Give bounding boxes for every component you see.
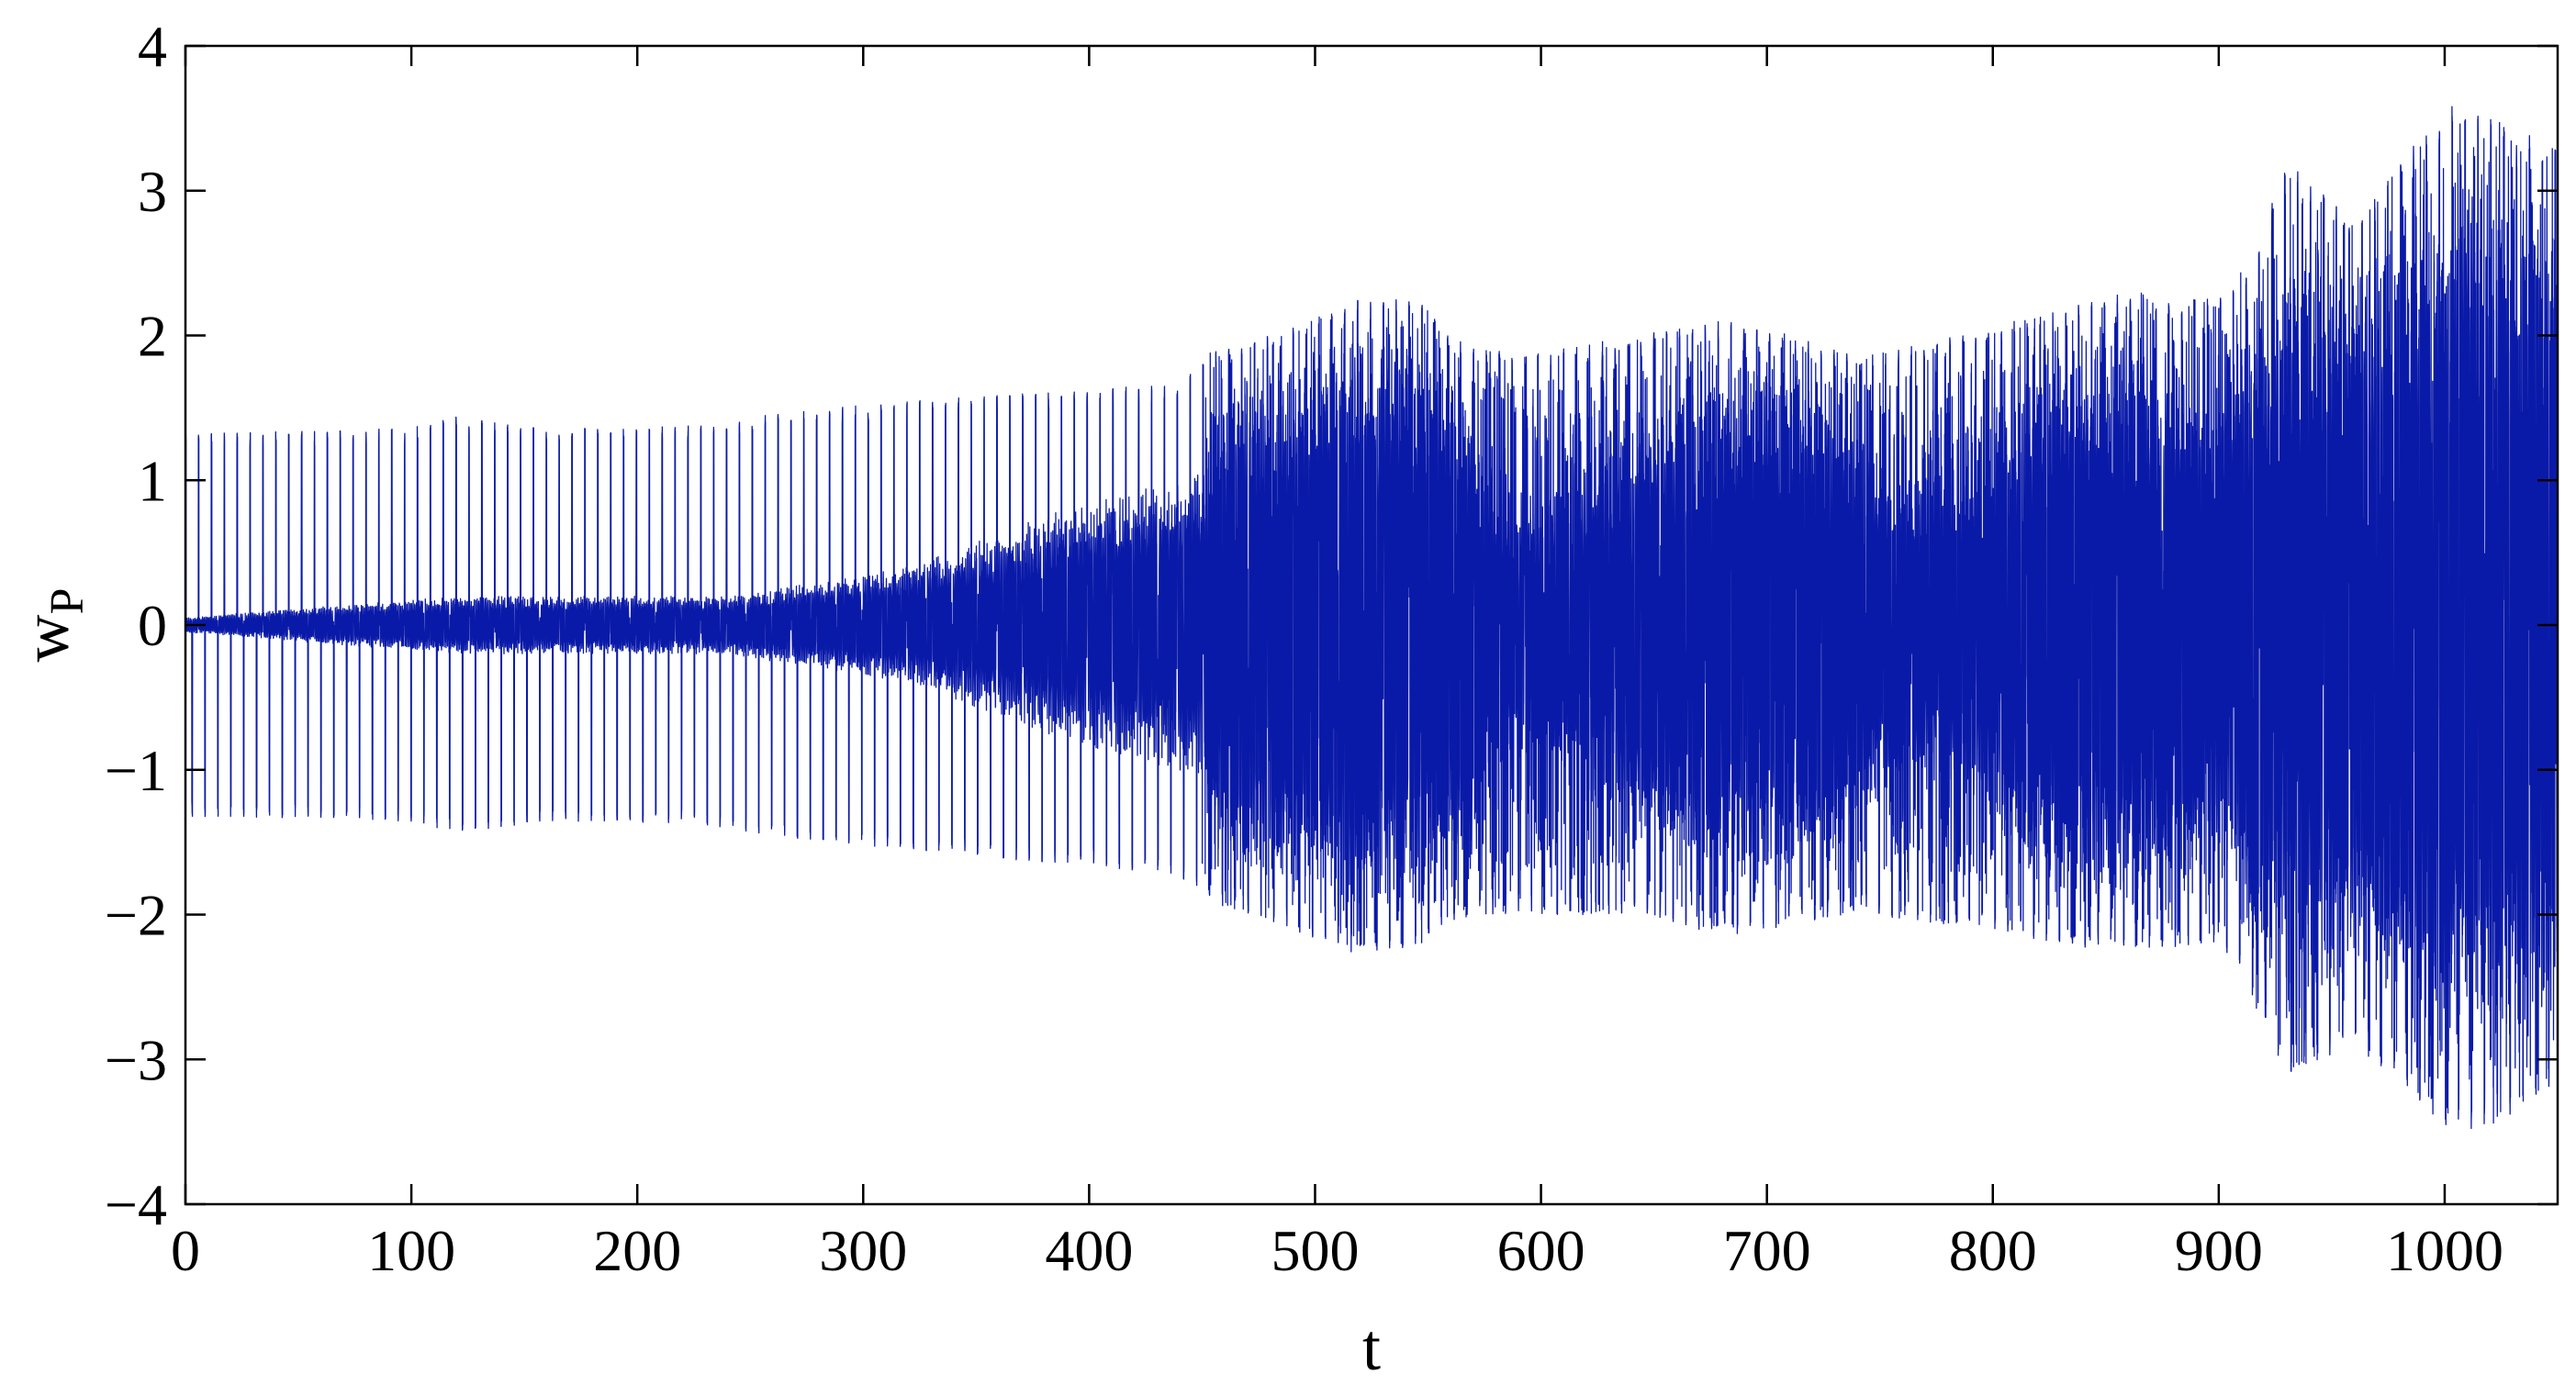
x-tick-label: 900 <box>2175 1218 2263 1283</box>
x-tick-label: 800 <box>1949 1218 2037 1283</box>
x-tick-label: 200 <box>593 1218 681 1283</box>
y-tick-label: −4 <box>105 1172 167 1237</box>
series-line <box>185 106 2559 1130</box>
x-axis-label: t <box>1362 1311 1381 1380</box>
y-tick-label: 3 <box>138 159 167 224</box>
x-tick-label: 300 <box>819 1218 907 1283</box>
y-tick-label: 1 <box>138 448 167 513</box>
x-tick-label: 600 <box>1497 1218 1585 1283</box>
x-tick-label: 100 <box>367 1218 455 1283</box>
y-axis-label-subscript: P <box>41 588 94 615</box>
y-axis-label: wP <box>9 588 94 663</box>
x-tick-label: 400 <box>1045 1218 1133 1283</box>
series-layer <box>185 106 2559 1130</box>
y-tick-label: −3 <box>105 1027 167 1092</box>
y-tick-label: −2 <box>105 883 167 948</box>
x-tick-label: 500 <box>1271 1218 1359 1283</box>
y-tick-label: −1 <box>105 738 167 803</box>
y-tick-label: 4 <box>138 14 167 79</box>
x-tick-label: 700 <box>1723 1218 1811 1283</box>
x-tick-label: 1000 <box>2386 1218 2503 1283</box>
y-axis-label-main: w <box>9 614 83 662</box>
y-tick-label: 0 <box>138 593 167 658</box>
ticks-layer: 0 100 200 300 400 500 600 700 800 900 1000 4 3 2 1 0 −1 −… <box>105 14 2558 1283</box>
x-tick-label: 0 <box>171 1218 200 1283</box>
y-tick-label: 2 <box>138 304 167 369</box>
